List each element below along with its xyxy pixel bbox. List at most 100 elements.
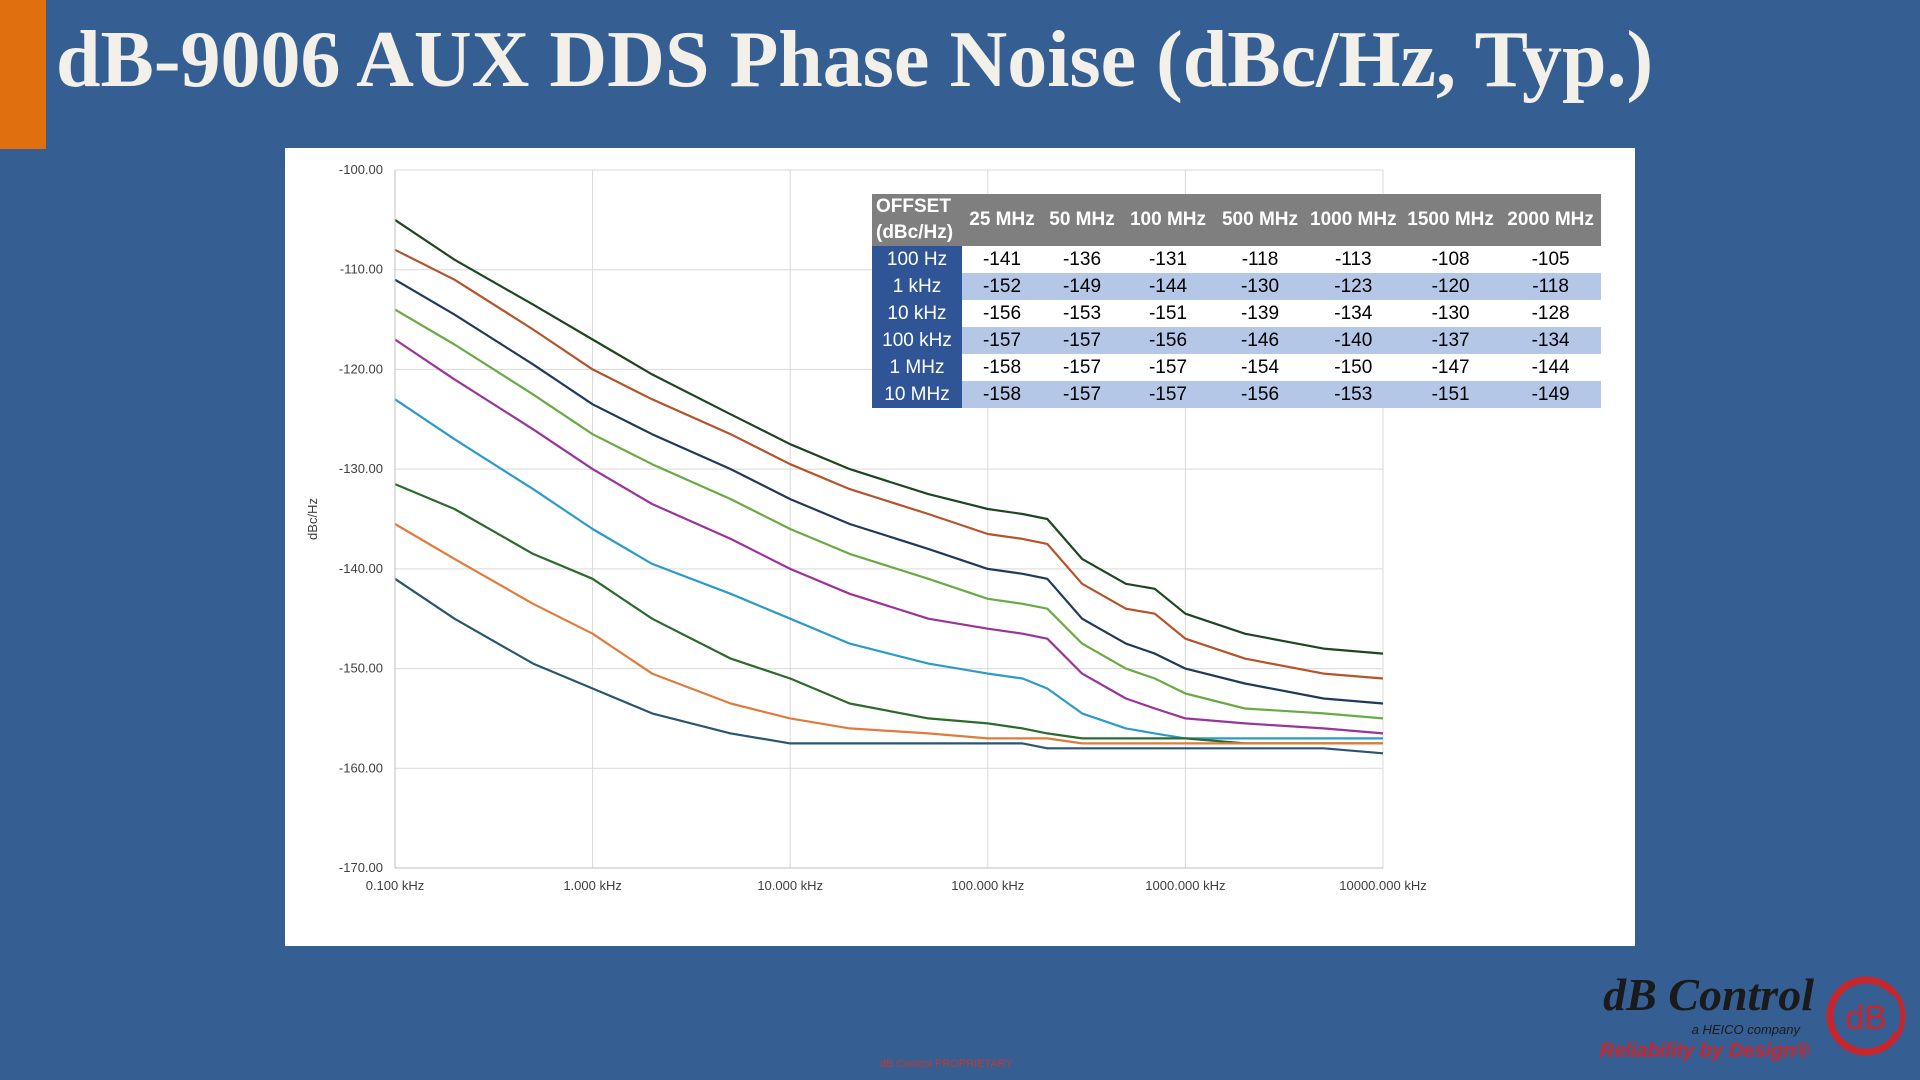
table-cell: -152 <box>962 273 1042 300</box>
table-cell: -157 <box>1122 381 1214 408</box>
table-cell: -146 <box>1214 327 1306 354</box>
table-cell: -123 <box>1306 273 1401 300</box>
table-cell: -151 <box>1400 381 1501 408</box>
logo-brand: dB Control <box>1603 969 1814 1020</box>
table-cell: -139 <box>1214 300 1306 327</box>
series-line-7 <box>394 483 1383 745</box>
table-cell: -150 <box>1306 354 1401 381</box>
table-row: 1 MHz -158 -157 -157 -154 -150 -147 -144 <box>872 354 1601 381</box>
series-line-5 <box>394 338 1384 735</box>
x-tick-label: 0.100 kHz <box>366 878 425 893</box>
table-cell: -153 <box>1042 300 1122 327</box>
table-row: 10 MHz -158 -157 -157 -156 -153 -151 -14… <box>872 381 1601 408</box>
series-line-1 <box>394 218 1384 655</box>
table-cell: -137 <box>1400 327 1501 354</box>
table-row-label: 10 kHz <box>872 300 962 327</box>
table-header-offset-line2: (dBc/Hz) <box>876 222 954 243</box>
table-cell: -153 <box>1306 381 1401 408</box>
table-cell: -141 <box>962 246 1042 273</box>
table-cell: -130 <box>1400 300 1501 327</box>
table-cell: -108 <box>1400 246 1501 273</box>
table-cell: -120 <box>1400 273 1501 300</box>
y-axis-label: dBc/Hz <box>305 498 320 540</box>
table-cell: -156 <box>1122 327 1214 354</box>
table-cell: -140 <box>1306 327 1401 354</box>
x-tick-label: 1.000 kHz <box>563 878 622 893</box>
table-row: 100 kHz -157 -157 -156 -146 -140 -137 -1… <box>872 327 1601 354</box>
table-cell: -147 <box>1400 354 1501 381</box>
y-tick-label: -120.00 <box>339 361 383 376</box>
table-cell: -118 <box>1500 273 1601 300</box>
series-line-3 <box>394 278 1384 705</box>
table-header-offset-line1: OFFSET <box>876 196 951 217</box>
table-cell: -131 <box>1122 246 1214 273</box>
table-row: 10 kHz -156 -153 -151 -139 -134 -130 -12… <box>872 300 1601 327</box>
logo-subtitle: a HEICO company <box>1691 1022 1800 1037</box>
table-cell: -157 <box>1042 327 1122 354</box>
proprietary-footer: dB Control PROPRIETARY <box>880 1058 1013 1070</box>
table-cell: -157 <box>1042 354 1122 381</box>
x-tick-label: 1000.000 kHz <box>1145 878 1225 893</box>
table-cell: -149 <box>1042 273 1122 300</box>
table-row-label: 100 Hz <box>872 246 962 273</box>
table-column-header: 500 MHz <box>1214 194 1306 246</box>
db-logo-icon: dB <box>1826 976 1906 1056</box>
y-tick-label: -130.00 <box>339 461 383 476</box>
table-cell: -136 <box>1042 246 1122 273</box>
y-tick-label: -100.00 <box>339 162 383 177</box>
slide-title: dB-9006 AUX DDS Phase Noise (dBc/Hz, Typ… <box>56 16 1654 104</box>
table-row: 1 kHz -152 -149 -144 -130 -123 -120 -118 <box>872 273 1601 300</box>
table-row: 100 Hz -141 -136 -131 -118 -113 -108 -10… <box>872 246 1601 273</box>
table-cell: -144 <box>1500 354 1601 381</box>
table-column-header: 2000 MHz <box>1500 194 1601 246</box>
table-cell: -156 <box>1214 381 1306 408</box>
table-cell: -134 <box>1500 327 1601 354</box>
table-column-header: 100 MHz <box>1122 194 1214 246</box>
table-column-header: 25 MHz <box>962 194 1042 246</box>
table-cell: -134 <box>1306 300 1401 327</box>
table-cell: -128 <box>1500 300 1601 327</box>
company-logo: dB Control a HEICO company Reliability b… <box>1580 969 1910 1075</box>
table-row-label: 1 MHz <box>872 354 962 381</box>
logo-tagline: Reliability by Design® <box>1599 1040 1810 1062</box>
phase-noise-table: OFFSET (dBc/Hz) 25 MHz 50 MHz 100 MHz 50… <box>872 194 1601 408</box>
x-tick-label: 10000.000 kHz <box>1339 878 1426 893</box>
logo-mark-text: dB <box>1845 999 1887 1037</box>
chart-axes: -100.00 -110.00 -120.00 -130.00 -140.00 -150.… <box>339 162 1427 893</box>
phase-noise-chart: -100.00 -110.00 -120.00 -130.00 -140.00 -150.… <box>305 162 1427 893</box>
series-line-9 <box>394 577 1384 755</box>
table-column-header: 1000 MHz <box>1306 194 1401 246</box>
x-tick-label: 10.000 kHz <box>757 878 823 893</box>
table-column-header: 50 MHz <box>1042 194 1122 246</box>
table-row-label: 100 kHz <box>872 327 962 354</box>
table-header-row: OFFSET (dBc/Hz) 25 MHz 50 MHz 100 MHz 50… <box>872 194 1601 246</box>
y-tick-label: -170.00 <box>339 860 383 875</box>
y-tick-label: -110.00 <box>340 262 383 277</box>
table-cell: -156 <box>962 300 1042 327</box>
chart-series-lines <box>394 218 1384 755</box>
y-tick-label: -160.00 <box>339 760 383 775</box>
table-row-label: 1 kHz <box>872 273 962 300</box>
series-line-4 <box>394 308 1384 720</box>
table-cell: -105 <box>1500 246 1601 273</box>
title-accent-bar <box>0 0 46 149</box>
series-line-2 <box>394 248 1384 680</box>
table-cell: -118 <box>1214 246 1306 273</box>
table-column-header: 1500 MHz <box>1400 194 1501 246</box>
table-cell: -157 <box>1122 354 1214 381</box>
table-cell: -158 <box>962 354 1042 381</box>
y-tick-label: -140.00 <box>339 561 383 576</box>
table-cell: -130 <box>1214 273 1306 300</box>
x-tick-label: 100.000 kHz <box>951 878 1024 893</box>
table-cell: -151 <box>1122 300 1214 327</box>
table-cell: -158 <box>962 381 1042 408</box>
table-cell: -154 <box>1214 354 1306 381</box>
table-cell: -157 <box>1042 381 1122 408</box>
table-cell: -144 <box>1122 273 1214 300</box>
table-cell: -157 <box>962 327 1042 354</box>
y-tick-label: -150.00 <box>339 661 383 676</box>
table-header-offset: OFFSET (dBc/Hz) <box>872 194 962 246</box>
table-cell: -149 <box>1500 381 1601 408</box>
table-cell: -113 <box>1306 246 1401 273</box>
series-line-8 <box>394 523 1383 745</box>
